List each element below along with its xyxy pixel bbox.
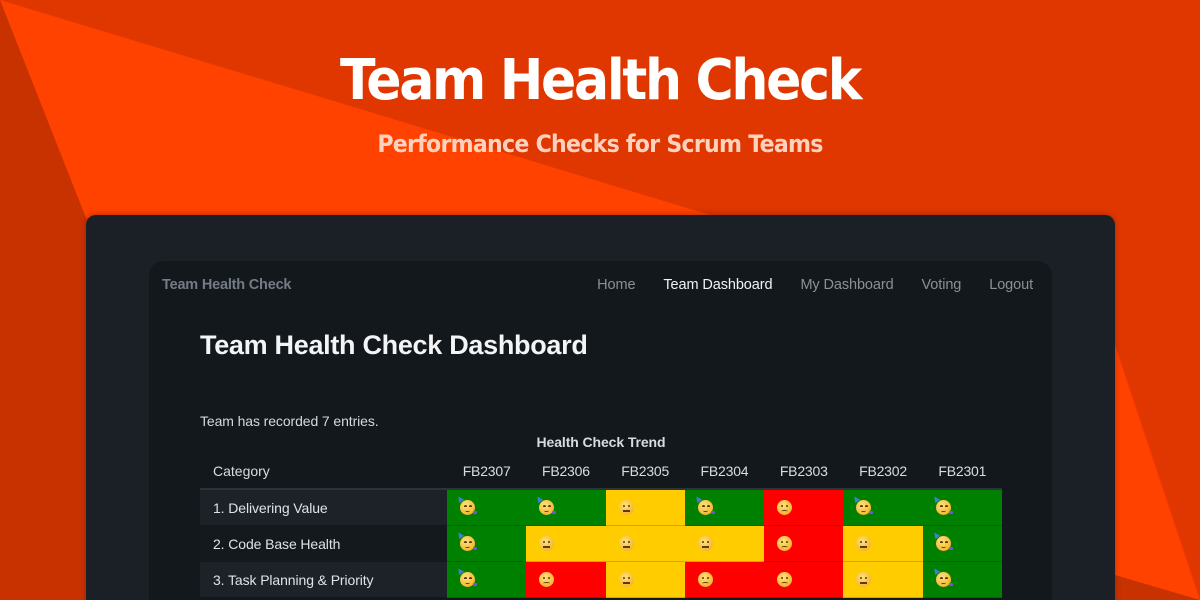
status-cell-bad (764, 490, 844, 526)
hero-title: Team Health Check (339, 48, 862, 113)
table-header-row: Category FB2307 FB2306 FB2305 FB2304 FB2… (200, 455, 1002, 490)
status-cell-bad (764, 562, 844, 598)
page-title: Team Health Check Dashboard (200, 330, 588, 360)
neutral-face-icon (618, 536, 634, 551)
frowning-face-icon (539, 572, 555, 587)
status-cell-good (526, 490, 606, 526)
party-face-icon (455, 494, 477, 515)
party-face-icon (931, 566, 953, 587)
party-face-icon (693, 494, 715, 515)
status-cell-bad (684, 562, 765, 598)
column-header: FB2306 (541, 463, 590, 479)
party-face-icon (535, 494, 557, 515)
neutral-face-icon (539, 536, 555, 551)
status-cell-good (922, 526, 1002, 562)
brand-link[interactable]: Team Health Check (162, 277, 292, 293)
status-cell-good (922, 562, 1002, 598)
frowning-face-icon (777, 572, 793, 587)
neutral-face-icon (856, 536, 872, 551)
status-cell-good (843, 490, 923, 526)
status-cell-ok (843, 562, 923, 598)
neutral-face-icon (618, 500, 634, 515)
party-face-icon (455, 566, 477, 587)
status-cell-good (922, 490, 1002, 526)
status-cell-ok (526, 526, 606, 562)
frowning-face-icon (777, 536, 793, 551)
column-header: FB2304 (700, 463, 749, 479)
nav-link-my-dashboard[interactable]: My Dashboard (800, 277, 894, 293)
nav-link-team-dashboard[interactable]: Team Dashboard (663, 277, 773, 293)
status-cell-good (446, 562, 527, 598)
entries-count-text: Team has recorded 7 entries. (200, 413, 379, 429)
column-header: FB2303 (779, 463, 828, 479)
table-row: 1. Delivering Value (200, 490, 1002, 526)
party-face-icon (455, 530, 477, 551)
status-cell-good (446, 490, 527, 526)
column-header: FB2307 (462, 463, 511, 479)
party-face-icon (852, 494, 874, 515)
neutral-face-icon (697, 536, 713, 551)
status-cell-ok (605, 562, 685, 598)
column-header: FB2302 (859, 463, 907, 479)
status-cell-ok (605, 490, 685, 526)
nav-link-home[interactable]: Home (597, 277, 636, 293)
health-check-table: Category FB2307 FB2306 FB2305 FB2304 FB2… (200, 455, 1002, 598)
navbar: Team Health Check Home Team Dashboard My… (149, 272, 1052, 302)
column-header: FB2305 (621, 463, 670, 479)
column-header: FB2301 (938, 463, 987, 479)
column-header-category: Category (213, 463, 270, 479)
category-cell: 2. Code Base Health (200, 526, 447, 561)
nav-link-logout[interactable]: Logout (989, 277, 1033, 293)
neutral-face-icon (856, 572, 872, 587)
hero-subtitle: Performance Checks for Scrum Teams (377, 130, 823, 158)
table-caption: Health Check Trend (536, 434, 666, 450)
neutral-face-icon (618, 572, 634, 587)
table-row: 2. Code Base Health (200, 526, 1002, 562)
frowning-face-icon (697, 572, 713, 587)
status-cell-good (446, 526, 527, 562)
frowning-face-icon (777, 500, 793, 515)
category-cell: 3. Task Planning & Priority (200, 562, 447, 597)
category-cell: 1. Delivering Value (200, 490, 447, 525)
status-cell-bad (764, 526, 844, 562)
nav-links: Home Team Dashboard My Dashboard Voting … (569, 277, 1033, 293)
status-cell-bad (526, 562, 606, 598)
party-face-icon (931, 530, 953, 551)
table-body: 1. Delivering Value 2. Code Base Health 3.… (200, 490, 1002, 598)
table-row: 3. Task Planning & Priority (200, 562, 1002, 598)
nav-link-voting[interactable]: Voting (921, 277, 962, 293)
party-face-icon (931, 494, 953, 515)
status-cell-ok (684, 526, 765, 562)
status-cell-good (684, 490, 765, 526)
status-cell-ok (843, 526, 923, 562)
status-cell-ok (605, 526, 685, 562)
